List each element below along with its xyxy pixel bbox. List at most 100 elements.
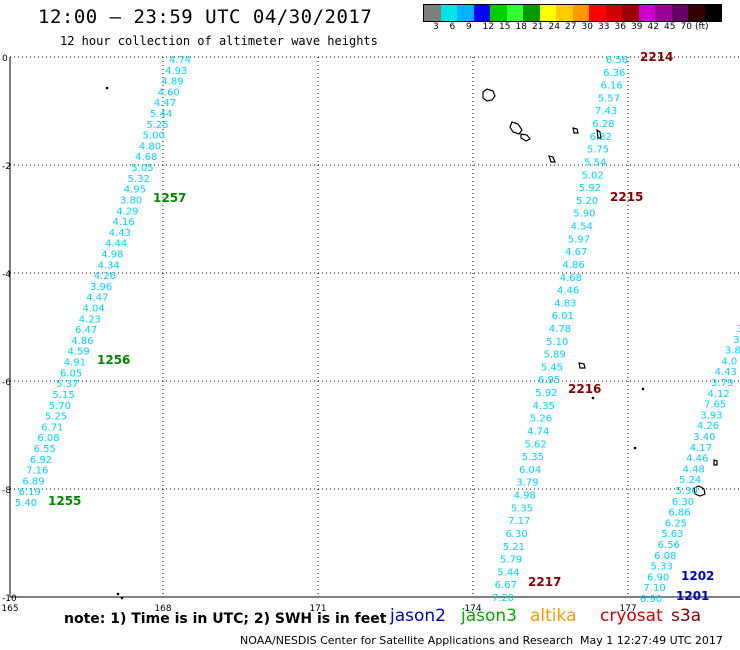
wave-height-value: 6.90 bbox=[640, 594, 662, 605]
island-outline bbox=[596, 128, 602, 139]
colorbar-swatch bbox=[523, 5, 540, 21]
colorbar-swatch bbox=[671, 5, 688, 21]
legend-cryosat: cryosat bbox=[600, 606, 663, 626]
x-axis-label: 171 bbox=[309, 604, 326, 614]
wave-height-value: 4.78 bbox=[549, 324, 571, 335]
wave-height-value: 5.33 bbox=[651, 562, 673, 573]
wave-height-value: 5.92 bbox=[579, 183, 601, 194]
wave-height-value: 6.04 bbox=[519, 465, 541, 476]
wave-height-value: 6.01 bbox=[552, 311, 574, 322]
wave-height-value: 5.57 bbox=[598, 93, 620, 104]
x-axis-label: 174 bbox=[464, 604, 481, 614]
wave-height-value: 3.80 bbox=[120, 195, 142, 206]
wave-height-value: 7.17 bbox=[508, 516, 530, 527]
wave-height-value: 4.67 bbox=[565, 247, 587, 258]
wave-height-value: 6.89 bbox=[22, 476, 44, 487]
wave-height-value: 6.19 bbox=[19, 487, 41, 498]
colorbar-swatch bbox=[572, 5, 589, 21]
wave-height-value: 3.79 bbox=[711, 378, 733, 389]
colorbar-swatch bbox=[490, 5, 507, 21]
wave-height-value: 4.83 bbox=[554, 298, 576, 309]
colorbar bbox=[423, 4, 722, 22]
wave-height-value: 4.17 bbox=[690, 443, 712, 454]
colorbar-label: 12 bbox=[482, 22, 494, 32]
island-dot bbox=[105, 86, 109, 90]
wave-height-value: 4.98 bbox=[514, 491, 536, 502]
colorbar-swatch bbox=[473, 5, 490, 21]
wave-height-value: 6.36 bbox=[603, 68, 625, 79]
island-outline bbox=[713, 459, 718, 466]
y-axis-label: -2 bbox=[2, 162, 11, 172]
wave-height-value: 5.45 bbox=[541, 362, 563, 373]
wave-height-value: 6.56 bbox=[606, 55, 628, 66]
wave-height-value: 6.55 bbox=[34, 444, 56, 455]
wave-height-value: 4.26 bbox=[94, 271, 116, 282]
wave-height-value: 5.15 bbox=[52, 390, 74, 401]
wave-height-value: 4.98 bbox=[101, 249, 123, 260]
wave-height-value: 3.8 bbox=[725, 346, 740, 357]
wave-height-value: 4.74 bbox=[527, 426, 549, 437]
wave-height-value: 5.02 bbox=[581, 170, 603, 181]
wave-height-value: 5.79 bbox=[500, 555, 522, 566]
wave-height-value: 3.40 bbox=[693, 432, 715, 443]
wave-height-value: 5.10 bbox=[546, 337, 568, 348]
wave-height-value: 4.47 bbox=[154, 98, 176, 109]
x-axis-label: 168 bbox=[154, 604, 171, 614]
wave-height-value: 5.54 bbox=[584, 157, 606, 168]
wave-height-value: 5.90 bbox=[573, 209, 595, 220]
wave-height-value: 4.86 bbox=[71, 336, 93, 347]
wave-height-value: 6.67 bbox=[495, 580, 517, 591]
wave-height-value: 6.28 bbox=[592, 119, 614, 130]
colorbar-swatch bbox=[440, 5, 457, 21]
wave-height-value: 5.97 bbox=[568, 234, 590, 245]
island-outlines bbox=[105, 86, 718, 600]
wave-height-value: 6.32 bbox=[590, 132, 612, 143]
wave-height-value: 4.86 bbox=[562, 260, 584, 271]
wave-height-value: 5.20 bbox=[576, 196, 598, 207]
wave-height-value: 5.26 bbox=[530, 414, 552, 425]
map-subtitle: 12 hour collection of altimeter wave hei… bbox=[60, 34, 378, 48]
y-axis-label: -6 bbox=[2, 378, 11, 388]
pass-time-label: 1257 bbox=[153, 191, 186, 205]
wave-height-value: 5.63 bbox=[661, 529, 683, 540]
colorbar-swatch bbox=[688, 5, 705, 21]
wave-height-value: 6.30 bbox=[672, 497, 694, 508]
wave-height-value: 5.70 bbox=[49, 401, 71, 412]
colorbar-label: 36 bbox=[614, 22, 626, 32]
island-dot bbox=[116, 592, 120, 596]
colorbar-swatch bbox=[605, 5, 622, 21]
wave-height-value: 3 bbox=[737, 324, 740, 335]
wave-height-value: 3 bbox=[733, 335, 739, 346]
wave-height-value: 4.80 bbox=[139, 141, 161, 152]
island-outline bbox=[509, 121, 523, 135]
island-outline bbox=[482, 88, 496, 102]
wave-height-value: 6.16 bbox=[600, 81, 622, 92]
wave-height-value: 4.68 bbox=[135, 152, 157, 163]
wave-height-value: 4.43 bbox=[109, 228, 131, 239]
wave-height-value: 4.93 bbox=[165, 66, 187, 77]
colorbar-label: 6 bbox=[449, 22, 456, 32]
pass-time-label: 2214 bbox=[640, 50, 673, 64]
wave-height-value: 6.95 bbox=[538, 375, 560, 386]
pass-time-label: 1202 bbox=[681, 569, 714, 583]
wave-height-value: 5.40 bbox=[15, 498, 37, 509]
island-outline bbox=[578, 362, 586, 369]
credit-line: NOAA/NESDIS Center for Satellite Applica… bbox=[240, 634, 574, 647]
wave-height-value: 6.92 bbox=[30, 455, 52, 466]
colorbar-swatch bbox=[539, 5, 556, 21]
colorbar-label: 33 bbox=[598, 22, 610, 32]
wave-height-value: 4.74 bbox=[169, 55, 191, 66]
colorbar-swatch bbox=[704, 5, 721, 21]
wave-height-value: 5.62 bbox=[524, 439, 546, 450]
pass-time-label: 1201 bbox=[676, 589, 709, 603]
colorbar-label: (ft) bbox=[695, 22, 709, 32]
wave-height-value: 6.47 bbox=[75, 325, 97, 336]
island-outline bbox=[548, 155, 556, 163]
colorbar-swatch bbox=[622, 5, 639, 21]
pass-time-label: 1255 bbox=[48, 494, 81, 508]
wave-height-value: 4.54 bbox=[571, 222, 593, 233]
map-title: 12:00 – 23:59 UTC 04/30/2017 bbox=[38, 6, 373, 28]
wave-height-value: 5.30 bbox=[675, 486, 697, 497]
island-outline bbox=[693, 485, 706, 497]
